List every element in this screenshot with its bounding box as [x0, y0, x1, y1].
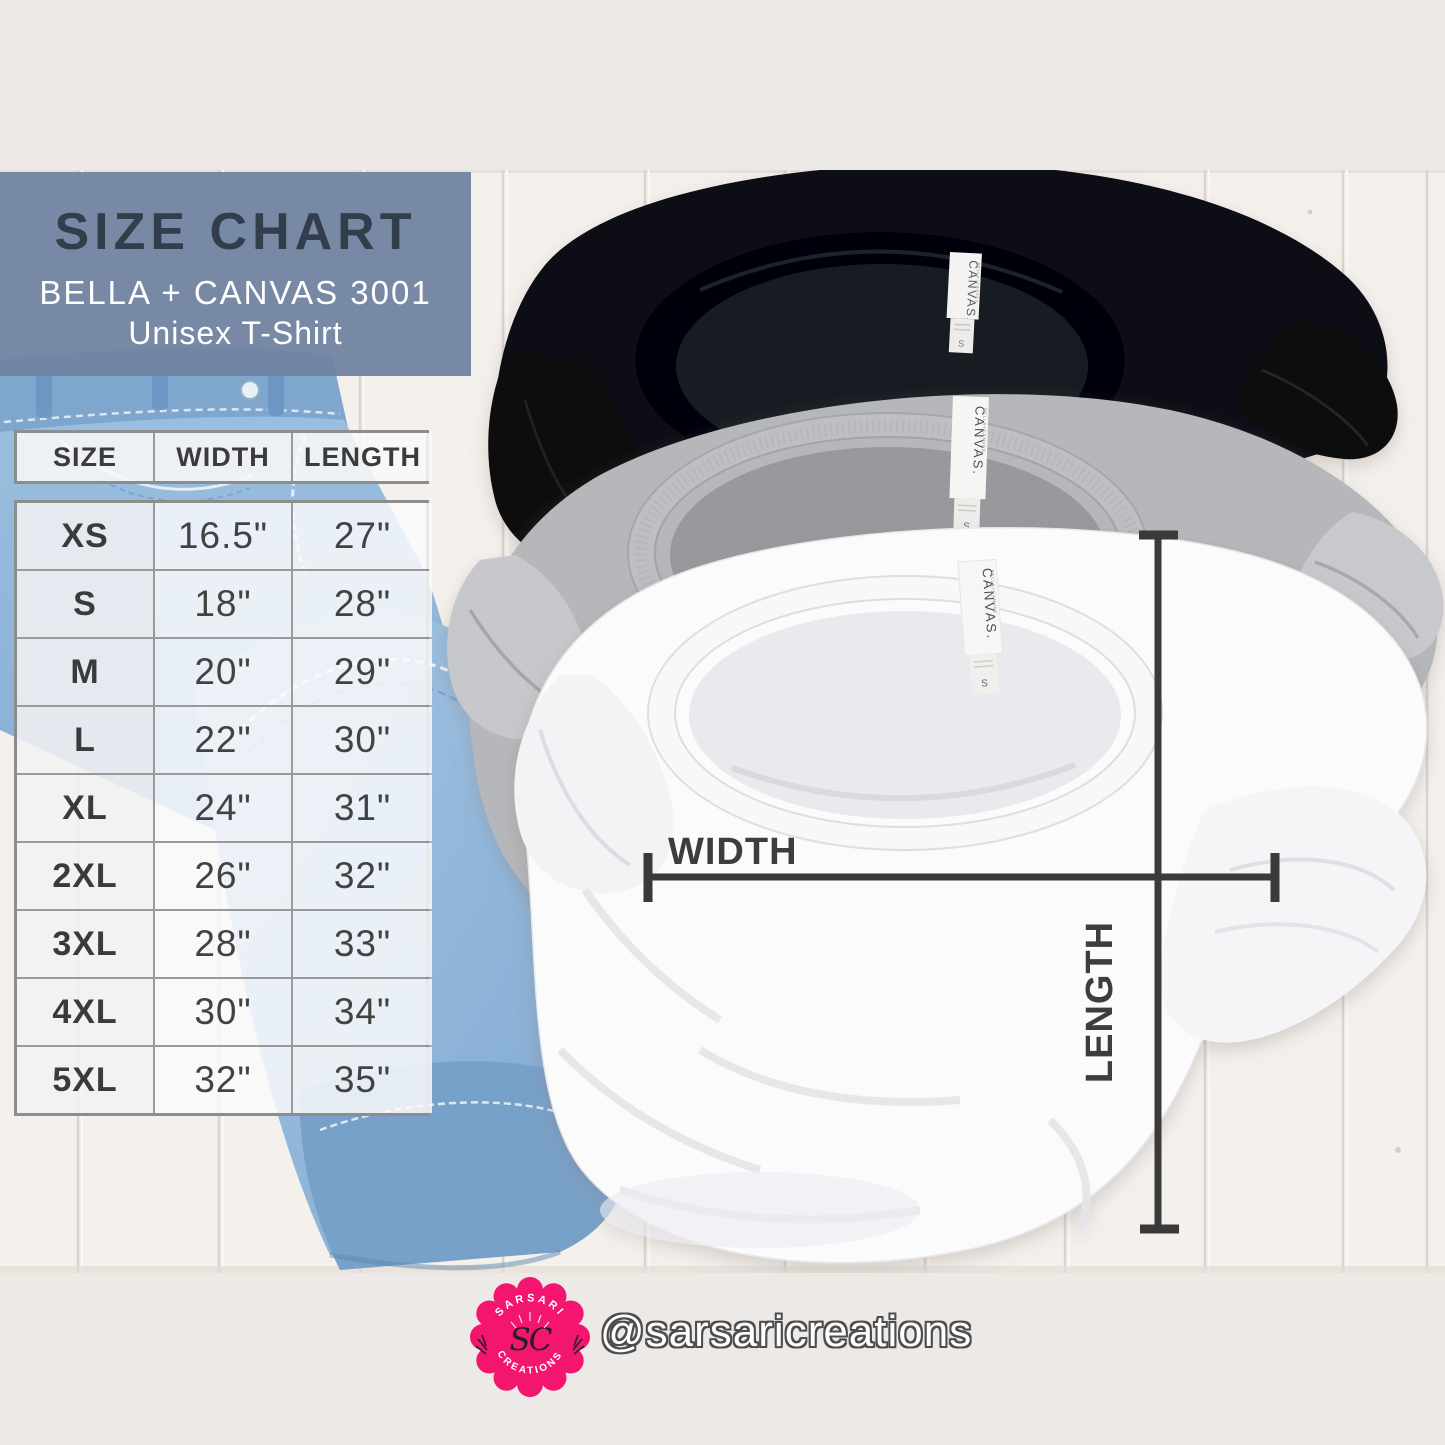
cell-length: 27": [293, 503, 432, 569]
cell-width: 20": [155, 639, 293, 705]
cell-size: M: [17, 639, 155, 705]
table-row: M 20" 29": [17, 639, 432, 707]
cell-size: S: [17, 571, 155, 637]
social-handle: @sarsaricreations: [600, 1307, 973, 1356]
white-collar-opening: [689, 611, 1121, 819]
cell-width: 30": [155, 979, 293, 1045]
table-row: S 18" 28": [17, 571, 432, 639]
cell-width: 16.5": [155, 503, 293, 569]
table-row: 5XL 32" 35": [17, 1047, 432, 1113]
badge-laurel-right: [572, 1334, 585, 1355]
length-label: LENGTH: [1079, 921, 1121, 1083]
cell-width: 22": [155, 707, 293, 773]
jeans-button: [240, 380, 260, 400]
table-row: 2XL 26" 32": [17, 843, 432, 911]
black-care-tag: [948, 318, 975, 354]
cell-size: XS: [17, 503, 155, 569]
cell-length: 33": [293, 911, 432, 977]
white-neck-tag: CANVAS. BELLA+CANVAS S: [957, 558, 1003, 696]
black-tag-brand-text: CANVAS.: [963, 260, 980, 323]
table-row: XL 24" 31": [17, 775, 432, 843]
table-row: L 22" 30": [17, 707, 432, 775]
column-header-length: LENGTH: [293, 433, 432, 481]
gray-tag-brand-text: CANVAS.: [970, 406, 987, 477]
cell-length: 34": [293, 979, 432, 1045]
cell-size: 2XL: [17, 843, 155, 909]
width-measure-line: [643, 853, 1280, 902]
cell-width: 24": [155, 775, 293, 841]
size-table-header: SIZE WIDTH LENGTH: [14, 430, 432, 484]
brand-subtitle: BELLA + CANVAS 3001: [39, 274, 432, 311]
white-tag-sub-text: BELLA+CANVAS: [990, 569, 998, 614]
cell-size: 3XL: [17, 911, 155, 977]
brand-badge: SARSARI CREATIONS SC: [470, 1277, 590, 1397]
white-care-tag: [969, 653, 1000, 696]
cell-width: 28": [155, 911, 293, 977]
gray-care-size: S: [963, 521, 970, 532]
cell-width: 32": [155, 1047, 293, 1113]
gray-neck-tag: CANVAS. BELLA+CANVAS S: [949, 396, 989, 537]
cell-length: 29": [293, 639, 432, 705]
measurement-marks: WIDTH LENGTH: [643, 530, 1280, 1234]
white-care-size: S: [981, 678, 989, 689]
table-row: XS 16.5" 27": [17, 503, 432, 571]
cell-size: L: [17, 707, 155, 773]
cell-length: 28": [293, 571, 432, 637]
gray-care-tag: [953, 498, 981, 537]
white-left-sleeve-roll: [514, 675, 674, 894]
white-collar-band: [648, 574, 1162, 852]
cell-size: 5XL: [17, 1047, 155, 1113]
column-header-width: WIDTH: [155, 433, 293, 481]
table-row: 3XL 28" 33": [17, 911, 432, 979]
cell-length: 30": [293, 707, 432, 773]
black-tag-sub-text: BELLA+CANVAS: [974, 262, 981, 303]
badge-seal-shape: [470, 1277, 590, 1397]
header-panel: SIZE CHART BELLA + CANVAS 3001 Unisex T-…: [0, 172, 471, 376]
table-row: 4XL 30" 34": [17, 979, 432, 1047]
white-right-sleeve-roll: [1159, 786, 1427, 1043]
white-tshirt: CANVAS. BELLA+CANVAS S: [514, 527, 1428, 1264]
black-right-sleeve-roll: [1238, 320, 1398, 460]
cell-length: 35": [293, 1047, 432, 1113]
cell-width: 18": [155, 571, 293, 637]
length-measure-line: [1139, 530, 1179, 1234]
size-table-body: XS 16.5" 27" S 18" 28" M 20" 29" L: [14, 500, 432, 1116]
badge-laurel-left: [475, 1334, 488, 1355]
page-title: SIZE CHART: [54, 203, 417, 261]
gray-tag-sub-text: BELLA+CANVAS: [981, 408, 988, 453]
cell-width: 26": [155, 843, 293, 909]
badge-monogram: SC: [510, 1322, 553, 1358]
badge-rays: [510, 1312, 550, 1329]
black-care-size: S: [958, 339, 965, 349]
cell-length: 31": [293, 775, 432, 841]
white-tag-brand-text: CANVAS.: [980, 567, 1000, 640]
cell-size: 4XL: [17, 979, 155, 1045]
size-table: SIZE WIDTH LENGTH XS 16.5" 27" S 18" 28": [14, 430, 432, 1116]
column-header-size: SIZE: [17, 433, 155, 481]
cell-length: 32": [293, 843, 432, 909]
black-neck-tag: CANVAS. BELLA+CANVAS S: [946, 251, 982, 354]
cell-size: XL: [17, 775, 155, 841]
product-subtitle: Unisex T-Shirt: [128, 315, 343, 351]
width-label: WIDTH: [668, 831, 798, 873]
